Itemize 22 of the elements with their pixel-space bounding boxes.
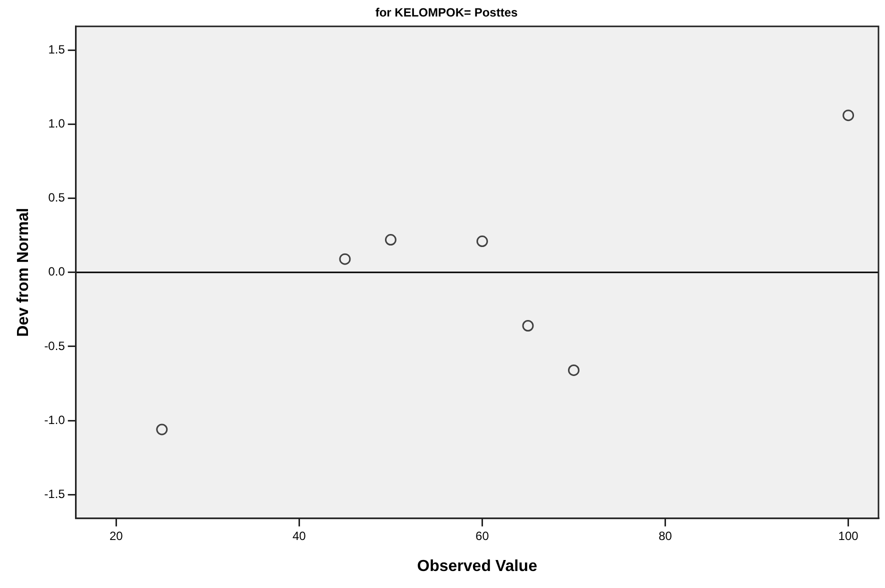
y-tick-label: 0.0 [48, 264, 66, 279]
x-tick-label: 100 [838, 528, 859, 543]
point [476, 236, 488, 248]
y-tick-label: 1.5 [48, 42, 66, 56]
y-tick-label: -1.0 [44, 412, 66, 427]
x-tick-label: 60 [476, 528, 490, 543]
point [339, 253, 351, 265]
point [156, 424, 168, 436]
x-tick-label: 20 [109, 528, 124, 543]
x-tick-label: 40 [292, 528, 306, 543]
point [384, 234, 396, 246]
x-tick-label: 80 [658, 528, 672, 543]
x-axis-title: Observed Value [417, 558, 538, 575]
point [522, 320, 534, 332]
y-tick-label: 0.5 [48, 190, 66, 205]
y-tick-label: -1.5 [44, 487, 66, 501]
point [842, 110, 854, 122]
y-tick-label: 1.0 [48, 116, 66, 131]
chart-title: for KELOMPOK= Posttes [375, 6, 518, 20]
point [568, 364, 580, 376]
y-tick-label: -0.5 [44, 338, 66, 353]
y-axis-title: Dev from Normal [15, 208, 32, 337]
